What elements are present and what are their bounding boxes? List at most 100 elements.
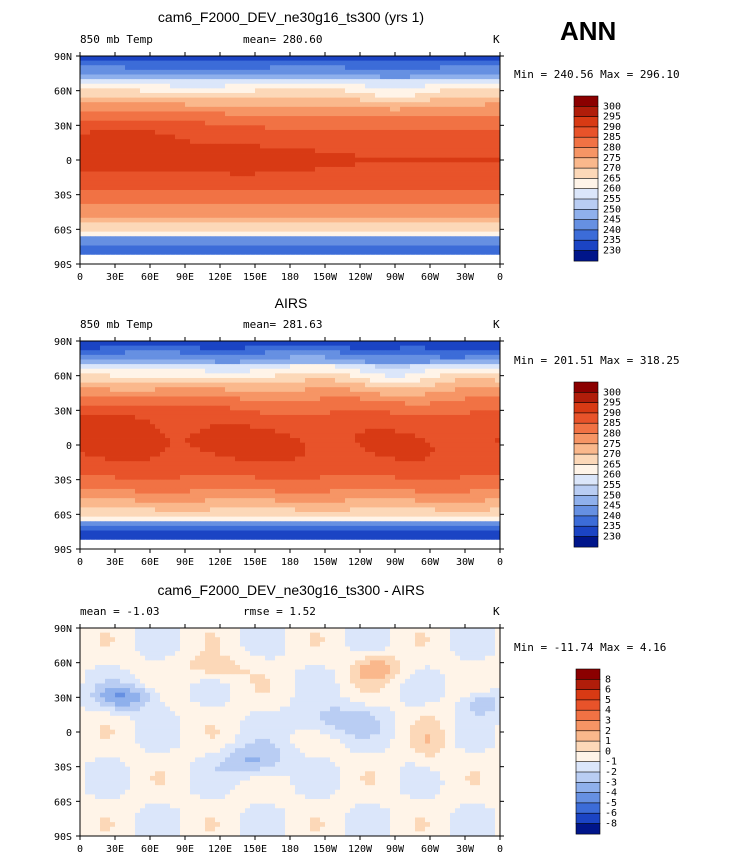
heatmap-cell bbox=[210, 254, 216, 260]
heatmap-cell bbox=[335, 56, 341, 62]
heatmap-cell bbox=[190, 190, 196, 196]
heatmap-cell bbox=[340, 359, 346, 365]
heatmap-cell bbox=[145, 227, 151, 233]
heatmap-cell bbox=[80, 97, 86, 103]
heatmap-cell bbox=[145, 194, 151, 200]
heatmap-cell bbox=[155, 74, 161, 80]
heatmap-cell bbox=[335, 194, 341, 200]
heatmap-cell bbox=[325, 88, 331, 94]
heatmap-cell bbox=[80, 176, 86, 182]
heatmap-cell bbox=[230, 240, 236, 246]
heatmap-cell bbox=[295, 116, 301, 122]
heatmap-cell bbox=[100, 106, 106, 112]
heatmap-cell bbox=[225, 250, 231, 256]
heatmap-cell bbox=[190, 208, 196, 214]
heatmap-cell bbox=[100, 162, 106, 168]
heatmap-cell bbox=[260, 240, 266, 246]
heatmap-cell bbox=[350, 171, 356, 177]
heatmap-cell bbox=[145, 125, 151, 131]
heatmap-cell bbox=[470, 341, 476, 347]
heatmap-cell bbox=[455, 65, 461, 71]
heatmap-cell bbox=[425, 368, 431, 374]
heatmap-cell bbox=[155, 203, 161, 209]
heatmap-cell bbox=[140, 56, 146, 62]
heatmap-cell bbox=[305, 377, 311, 383]
heatmap-cell bbox=[365, 250, 371, 256]
heatmap-cell bbox=[210, 162, 216, 168]
heatmap-cell bbox=[495, 60, 501, 66]
heatmap-cell bbox=[195, 190, 201, 196]
heatmap-cell bbox=[425, 213, 431, 219]
heatmap-cell bbox=[300, 79, 306, 85]
heatmap-cell bbox=[465, 65, 471, 71]
heatmap-cell bbox=[235, 359, 241, 365]
heatmap-cell bbox=[270, 222, 276, 228]
heatmap-cell bbox=[185, 250, 191, 256]
heatmap-cell bbox=[245, 341, 251, 347]
heatmap-cell bbox=[450, 74, 456, 80]
heatmap-cell bbox=[150, 56, 156, 62]
heatmap-cell bbox=[130, 97, 136, 103]
heatmap-cell bbox=[215, 354, 221, 360]
heatmap-cell bbox=[275, 185, 281, 191]
heatmap-cell bbox=[375, 139, 381, 145]
heatmap-cell bbox=[280, 97, 286, 103]
heatmap-cell bbox=[235, 222, 241, 228]
heatmap-cell bbox=[400, 231, 406, 237]
heatmap-cell bbox=[150, 245, 156, 251]
heatmap-cell bbox=[430, 143, 436, 149]
heatmap-cell bbox=[430, 354, 436, 360]
heatmap-cell bbox=[430, 65, 436, 71]
heatmap-cell bbox=[445, 227, 451, 233]
heatmap-cell bbox=[170, 259, 176, 265]
heatmap-cell bbox=[255, 364, 261, 370]
heatmap-cell bbox=[385, 97, 391, 103]
heatmap-cell bbox=[445, 74, 451, 80]
heatmap-cell bbox=[365, 176, 371, 182]
heatmap-cell bbox=[270, 162, 276, 168]
heatmap-cell bbox=[130, 396, 136, 402]
heatmap-cell bbox=[235, 162, 241, 168]
heatmap-cell bbox=[95, 259, 101, 265]
heatmap-cell bbox=[275, 222, 281, 228]
heatmap-cell bbox=[145, 217, 151, 223]
heatmap-cell bbox=[160, 236, 166, 242]
heatmap-cell bbox=[85, 153, 91, 159]
heatmap-cell bbox=[355, 162, 361, 168]
heatmap-cell bbox=[300, 354, 306, 360]
heatmap-cell bbox=[255, 382, 261, 388]
heatmap-cell bbox=[270, 245, 276, 251]
heatmap-cell bbox=[230, 391, 236, 397]
heatmap-cell bbox=[335, 213, 341, 219]
heatmap-cell bbox=[180, 194, 186, 200]
heatmap-cell bbox=[340, 116, 346, 122]
heatmap-cell bbox=[440, 56, 446, 62]
heatmap-cell bbox=[370, 79, 376, 85]
heatmap-cell bbox=[270, 368, 276, 374]
heatmap-cell bbox=[300, 134, 306, 140]
heatmap-cell bbox=[465, 345, 471, 351]
heatmap-cell bbox=[450, 180, 456, 186]
heatmap-cell bbox=[265, 391, 271, 397]
heatmap-cell bbox=[90, 345, 96, 351]
heatmap-cell bbox=[325, 162, 331, 168]
heatmap-cell bbox=[120, 166, 126, 172]
heatmap-cell bbox=[125, 180, 131, 186]
heatmap-cell bbox=[265, 111, 271, 117]
heatmap-cell bbox=[390, 88, 396, 94]
heatmap-cell bbox=[450, 139, 456, 145]
heatmap-cell bbox=[130, 222, 136, 228]
heatmap-cell bbox=[225, 227, 231, 233]
heatmap-cell bbox=[285, 88, 291, 94]
heatmap-cell bbox=[115, 354, 121, 360]
heatmap-cell bbox=[235, 254, 241, 260]
heatmap-cell bbox=[495, 259, 501, 265]
heatmap-cell bbox=[205, 387, 211, 393]
heatmap-cell bbox=[440, 185, 446, 191]
heatmap-cell bbox=[115, 236, 121, 242]
heatmap-cell bbox=[305, 227, 311, 233]
heatmap-cell bbox=[145, 74, 151, 80]
heatmap-cell bbox=[300, 92, 306, 98]
heatmap-cell bbox=[145, 190, 151, 196]
heatmap-cell bbox=[150, 111, 156, 117]
